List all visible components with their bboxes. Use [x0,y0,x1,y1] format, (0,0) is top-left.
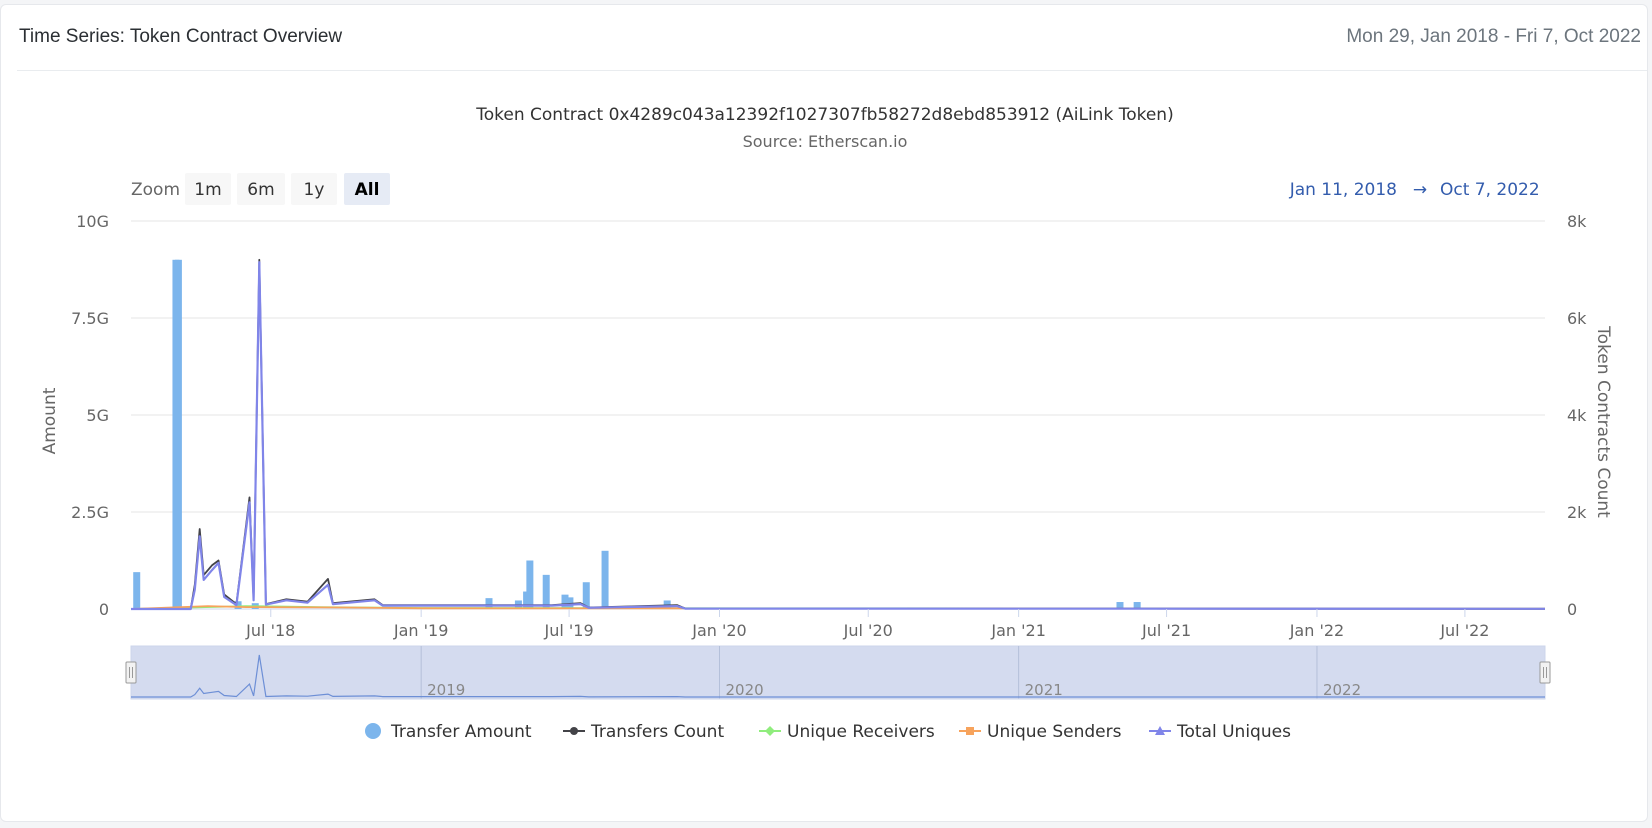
x-tick-label: Jul '21 [1141,621,1191,640]
card-header: Time Series: Token Contract Overview Mon… [17,5,1647,71]
chart-svg: Token Contract 0x4289c043a12392f1027307f… [40,105,1613,742]
y-right-tick-label: 0 [1567,600,1577,619]
zoom-button-1m[interactable]: 1m [185,173,231,205]
zoom-button-all-label: All [355,180,380,200]
zoom-button-1y[interactable]: 1y [291,173,337,205]
legend-item-total-uniques[interactable]: Total Uniques [1149,722,1291,742]
x-tick-label: Jul '18 [245,621,295,640]
navigator-series-line [131,654,1545,698]
x-tick-label: Jul '22 [1439,621,1489,640]
y-axis-left: 0 2.5G 5G 7.5G 10G [71,212,109,619]
x-tick-label: Jan '19 [393,621,449,640]
x-tick-label: Jul '19 [544,621,594,640]
x-tick-label: Jan '20 [691,621,747,640]
y-right-tick-label: 8k [1567,212,1587,231]
chart-card: Time Series: Token Contract Overview Mon… [0,4,1648,822]
range-to-input[interactable]: Oct 7, 2022 [1440,180,1540,200]
legend-marker-point [1155,726,1165,735]
legend-marker-point [570,727,578,735]
date-range-label: Mon 29, Jan 2018 - Fri 7, Oct 2022 [1346,26,1641,47]
chart-title: Token Contract 0x4289c043a12392f1027307f… [475,105,1173,125]
series-lines [130,258,1546,611]
chart-container: Token Contract 0x4289c043a12392f1027307f… [1,71,1649,823]
zoom-button-all[interactable]: All [344,173,390,205]
zoom-button-6m[interactable]: 6m [237,173,285,205]
navigator-mask [130,645,1546,700]
x-tick-label: Jan '21 [990,621,1046,640]
handle-body [1539,661,1551,684]
range-from-input[interactable]: Jan 11, 2018 [1289,180,1397,200]
y-left-tick-label: 7.5G [71,309,109,328]
legend-label: Unique Senders [987,722,1122,742]
y-left-tick-label: 5G [86,406,109,425]
legend-label: Unique Receivers [787,722,935,742]
legend-item-unique-senders[interactable]: Unique Senders [959,722,1122,742]
page-title: Time Series: Token Contract Overview [19,26,343,47]
y-right-tick-label: 6k [1567,309,1587,328]
bar-transfer-amount [526,560,534,609]
legend-label: Transfer Amount [390,722,532,742]
legend-marker-point [966,727,974,735]
range-arrow: → [1413,180,1427,200]
bar-transfer-amount [601,550,609,609]
y-axis-left-title: Amount [40,387,60,454]
navigator-year-label: 2022 [1323,681,1361,699]
line-transfers-count [131,258,1546,610]
bar-transfer-amount [174,259,182,609]
y-axis-right-title: Token Contracts Count [1593,325,1613,518]
legend-item-unique-receivers[interactable]: Unique Receivers [759,722,935,742]
navigator[interactable]: 2019 2020 2021 2022 [125,645,1551,700]
bar-transfer-amount [542,574,550,609]
grid-lines [131,220,1545,610]
navigator-year-label: 2021 [1025,681,1063,699]
bar-transfer-amount [234,601,242,609]
line-total-uniques [131,261,1546,611]
handle-body [125,661,137,684]
zoom-button-1m-label: 1m [194,180,221,200]
navigator-year-label: 2020 [725,681,763,699]
navigator-year-label: 2019 [427,681,465,699]
y-left-tick-label: 0 [99,600,109,619]
legend: Transfer Amount Transfers Count Unique Rec… [365,722,1291,742]
bar-transfer-amount [582,582,590,609]
y-left-tick-label: 2.5G [71,503,109,522]
legend-label: Total Uniques [1176,722,1291,742]
chart-subtitle: Source: Etherscan.io [743,132,908,151]
y-right-tick-label: 4k [1567,406,1587,425]
zoom-button-1y-label: 1y [304,180,325,200]
y-axis-right: 0 2k 4k 6k 8k [1567,212,1587,619]
legend-marker-circle [365,723,381,739]
navigator-handle-right[interactable] [1539,661,1551,684]
x-axis: Jul '18 Jan '19 Jul '19 Jan '20 Jul '20 Jan '… [245,609,1489,640]
y-left-tick-label: 10G [76,212,109,231]
legend-item-transfer-amount[interactable]: Transfer Amount [365,722,532,742]
zoom-label: Zoom [131,180,180,200]
legend-label: Transfers Count [590,722,724,742]
bar-transfer-amount [561,594,569,609]
navigator-handle-left[interactable] [125,661,137,684]
x-tick-label: Jul '20 [843,621,893,640]
legend-marker-point [765,726,775,736]
bar-transfer-amount [133,572,141,609]
bar-transfer-amount [1116,602,1124,609]
x-tick-label: Jan '22 [1289,621,1345,640]
legend-item-transfers-count[interactable]: Transfers Count [563,722,724,742]
bar-transfer-amount [485,598,493,609]
zoom-button-6m-label: 6m [247,180,274,200]
y-right-tick-label: 2k [1567,503,1587,522]
transfer-amount-bars [133,259,1141,609]
bar-transfer-amount [1133,602,1141,609]
